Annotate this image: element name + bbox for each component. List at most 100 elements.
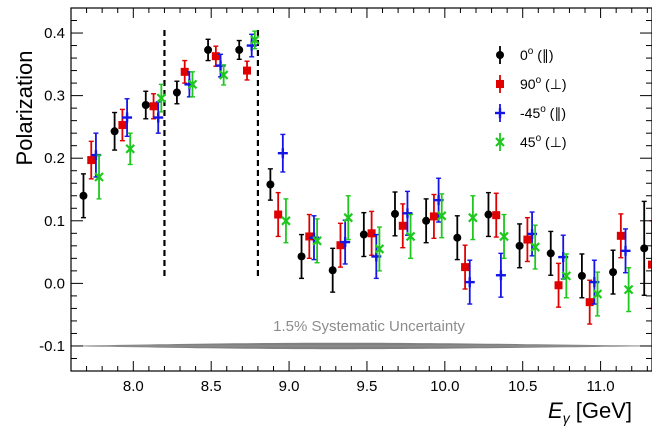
data-point [141,90,150,120]
marker-circle [515,241,524,250]
marker-square [496,80,504,88]
data-point [266,168,275,201]
data-point [211,45,220,67]
data-point [577,253,586,299]
data-point [274,191,283,238]
marker-cross-b [156,93,167,103]
data-point [390,191,399,237]
y-tick-label: 0.1 [44,213,65,230]
marker-square [274,210,283,219]
data-point [110,111,119,151]
marker-circle [577,271,586,280]
data-point [277,133,288,173]
data-point [453,215,462,261]
marker-cross-b [561,271,572,281]
marker-square [461,263,470,272]
series-square [87,45,652,325]
series-circle [79,38,649,299]
legend-entry: 45o (⊥) [495,133,567,151]
data-point [367,210,376,256]
data-point [297,233,306,280]
axis-tick-labels: 8.0 8.5 9.0 9.5 10.0 10.5 11.0 -0.1 0.0 0.1 0.2 0.3… [39,25,615,395]
data-point [592,271,603,317]
x-tick-label: 10.5 [508,378,537,395]
marker-circle [79,191,88,200]
axis-ticks [70,7,652,372]
plot-frame [70,7,652,372]
marker-cross-b [343,212,354,223]
marker-circle [390,209,399,218]
data-point [405,213,416,260]
marker-square [492,211,501,220]
legend-entry: 0o (∥) [496,46,554,64]
data-point [125,132,135,166]
marker-circle [546,249,555,258]
data-point [180,59,189,84]
data-point [561,253,572,299]
marker-circle [204,45,213,54]
series-cross [94,30,634,317]
vertical-dashed-lines [163,30,260,280]
data-point [122,98,133,138]
data-point [499,213,509,260]
marker-square [648,260,652,269]
x-tick-label: 10.0 [430,378,459,395]
marker-square [616,231,625,240]
marker-circle [640,244,649,253]
marker-square [429,212,438,221]
marker-cross-b [530,242,540,252]
marker-square [149,102,158,111]
systematic-band-label: 1.5% Systematic Uncertainty [273,318,465,335]
marker-square [305,232,314,241]
x-tick-label: 9.0 [279,378,300,395]
x-tick-label: 11.0 [587,378,615,395]
marker-square [118,121,127,130]
marker-cross-b [281,216,291,226]
data-point [484,191,493,238]
marker-cross-b [250,35,260,45]
x-axis-title-unit: [GeV] [570,398,632,423]
marker-square [367,229,376,238]
marker-square [87,156,96,165]
data-point [359,211,368,258]
marker-square [398,221,407,230]
data-point [436,193,447,239]
data-point [492,192,501,238]
marker-square [336,241,345,250]
data-point [218,64,229,86]
data-point [243,60,252,81]
marker-circle [110,127,119,136]
marker-cross-b [623,284,634,295]
data-point [305,213,314,260]
y-tick-label: 0.3 [44,88,65,105]
legend-label: 90o (⊥) [520,75,567,92]
marker-circle [297,252,306,261]
data-point [468,195,478,241]
x-axis-title-sub: γ [563,410,571,426]
marker-cross-b [592,289,603,299]
marker-circle [266,180,275,189]
marker-square [554,281,563,290]
marker-cross-b [468,212,478,223]
marker-square [211,52,220,61]
marker-circle [235,45,244,54]
data-point [204,38,213,62]
legend-label: 0o (∥) [520,46,554,63]
legend-entry: -45o (∥) [495,104,566,122]
marker-cross-b [495,137,505,147]
data-point [172,80,181,105]
data-point [281,198,291,244]
marker-circle [484,210,493,219]
y-tick-label: 0.0 [44,275,65,292]
y-axis-title: Polarization [12,51,37,166]
data-point [429,193,438,240]
data-point [495,252,506,298]
data-point [554,262,563,308]
data-point [312,218,322,264]
marker-cross-b [312,236,322,246]
data-point [623,267,634,313]
x-axis-title-main: E [548,398,563,423]
data-point [149,93,158,120]
data-point [422,198,431,244]
marker-cross-b [187,79,198,90]
